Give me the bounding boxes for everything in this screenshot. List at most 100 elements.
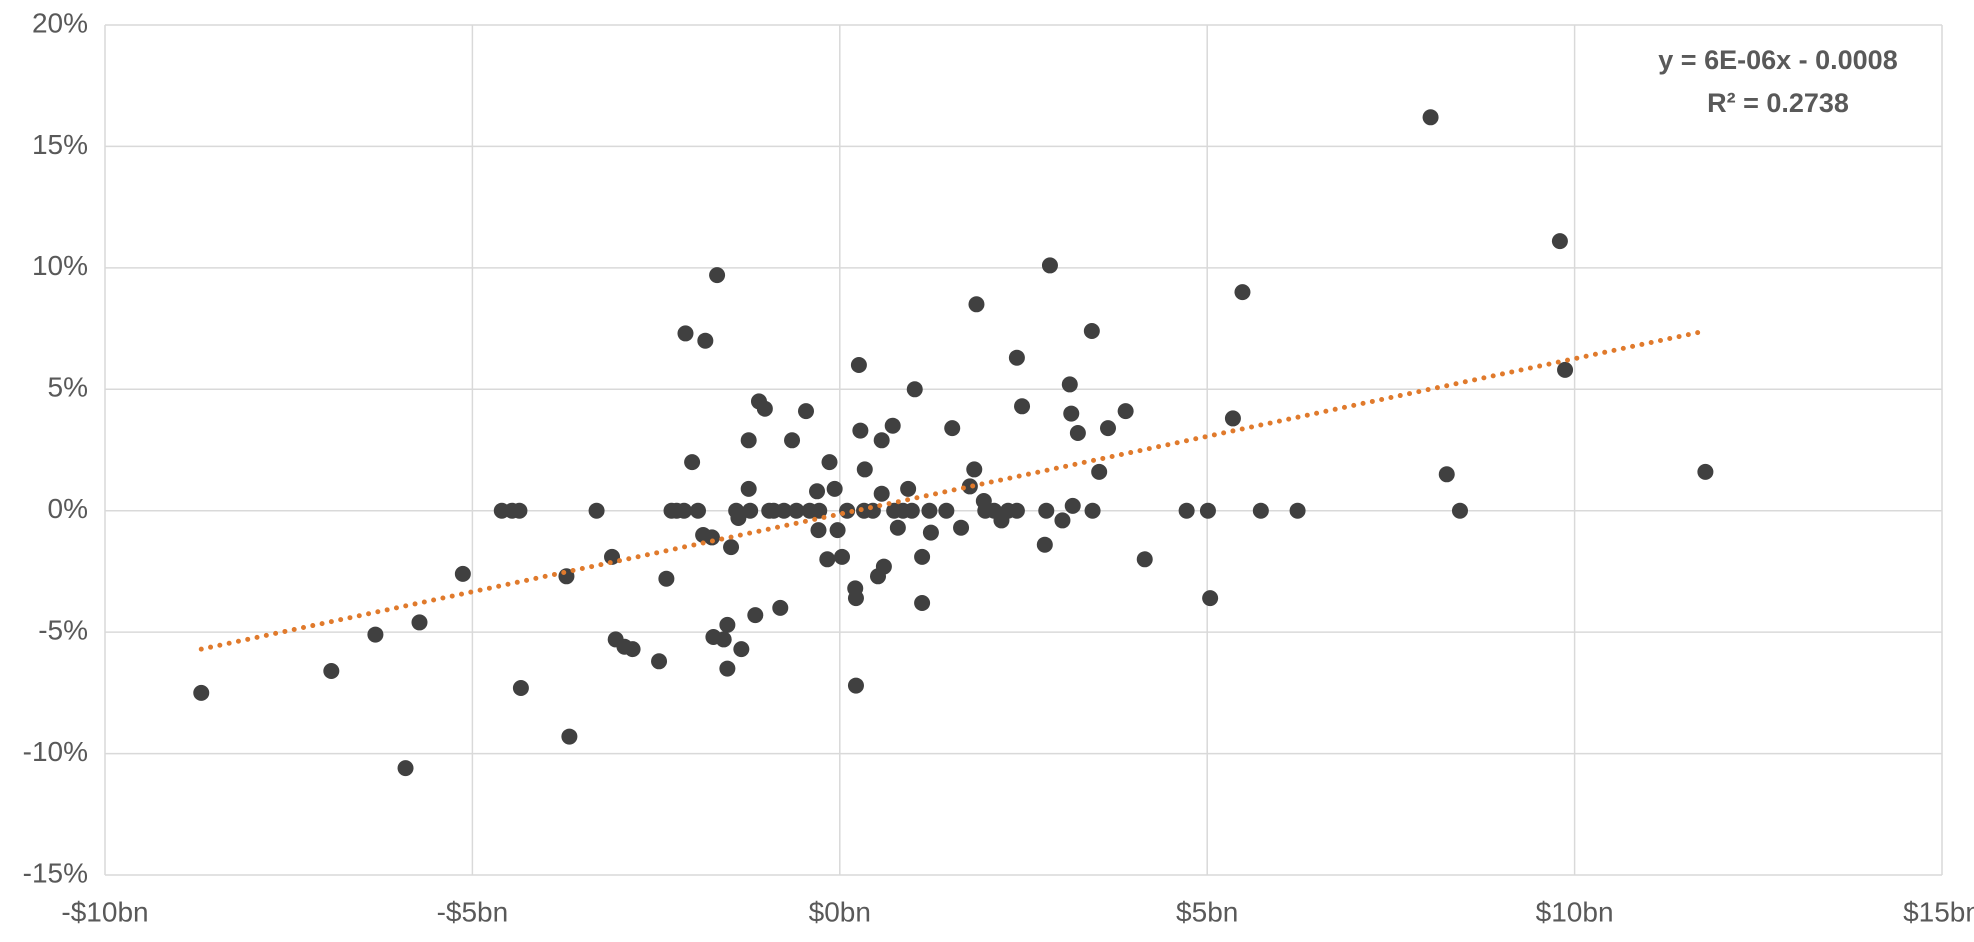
y-tick-label: 20% [32,7,88,38]
point [684,454,701,471]
point [873,485,890,502]
point [852,422,869,439]
point [1083,323,1100,339]
point [658,570,675,587]
point [1252,502,1269,519]
point [884,417,901,434]
y-tick-label: -10% [23,736,88,767]
point [906,381,923,398]
point [922,524,939,541]
point [193,684,210,701]
x-tick-label: $10bn [1536,896,1614,927]
point [966,461,983,478]
point [1136,551,1153,568]
point [1451,502,1468,519]
x-tick-label: $15bn [1903,896,1974,927]
point [1008,349,1025,366]
point [1551,233,1568,250]
point [797,403,814,420]
point [715,631,732,648]
point [411,614,428,631]
point [756,400,773,417]
point [1063,405,1080,422]
point [1054,512,1071,529]
x-tick-label: $5bn [1176,896,1238,927]
y-tick-label: 0% [48,493,88,524]
point [811,502,828,519]
y-tick-label: 15% [32,129,88,160]
point [914,595,931,611]
point [676,502,693,519]
point [740,480,757,497]
point [367,626,384,643]
point [512,680,529,696]
trend-equation: y = 6E-06x - 0.0008 [1658,45,1897,75]
point [651,653,668,670]
trend-r-squared: R² = 0.2738 [1707,88,1849,118]
point [730,510,747,526]
point [819,551,836,568]
point [1224,410,1241,427]
point [719,616,736,633]
point [775,502,792,519]
point [1008,502,1025,519]
point [829,522,846,539]
point [1199,502,1216,519]
point [821,454,838,471]
point [1202,590,1219,607]
point [511,502,528,519]
point [747,607,764,624]
point [788,502,805,519]
x-tick-label: -$5bn [437,896,509,927]
point [323,663,340,679]
point [1084,502,1101,519]
y-tick-label: -15% [23,857,88,888]
point [1289,502,1306,519]
point [1100,420,1117,437]
point [454,565,471,582]
point [1064,497,1081,514]
y-tick-label: 10% [32,250,88,281]
point [1178,502,1195,519]
point [784,432,801,449]
point [903,502,920,519]
y-tick-label: 5% [48,372,88,403]
point [1117,403,1134,420]
point [1069,425,1086,441]
point [1438,466,1455,483]
point [624,641,641,658]
point [834,548,851,565]
point [723,539,740,556]
point [689,502,706,519]
point [944,420,961,437]
point [889,519,906,536]
point [921,502,938,519]
point [873,432,890,449]
point [719,660,736,677]
point [1061,376,1078,393]
point [1091,463,1108,480]
point [1014,398,1031,415]
point [847,590,864,607]
x-tick-label: -$10bn [61,896,148,927]
point [1041,257,1058,274]
point [709,267,726,284]
point [856,461,873,478]
point [561,728,578,745]
point [703,529,720,546]
point [914,548,931,565]
point [809,483,826,500]
y-tick-label: -5% [38,615,88,646]
point [742,502,759,519]
point [1557,361,1574,378]
point [826,480,843,497]
point [588,502,605,519]
point [875,558,892,575]
point [1234,284,1251,301]
trendline [198,328,1708,652]
point [850,357,867,373]
point [938,502,955,519]
point [968,296,985,313]
point [740,432,757,449]
